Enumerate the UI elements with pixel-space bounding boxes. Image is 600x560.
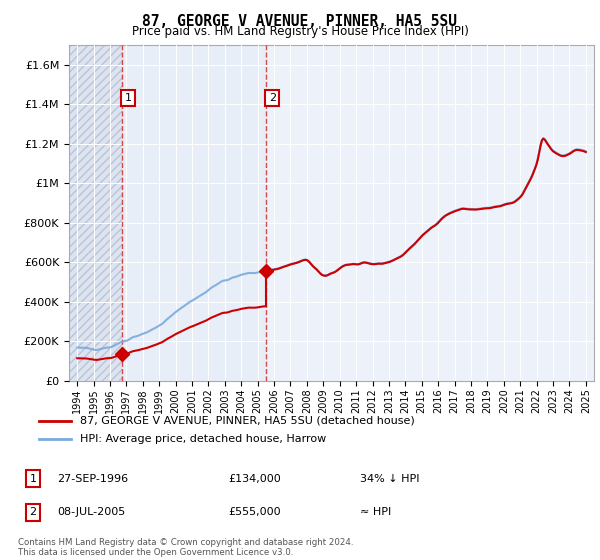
Text: Contains HM Land Registry data © Crown copyright and database right 2024.
This d: Contains HM Land Registry data © Crown c… — [18, 538, 353, 557]
Text: Price paid vs. HM Land Registry's House Price Index (HPI): Price paid vs. HM Land Registry's House … — [131, 25, 469, 38]
Text: 2: 2 — [29, 507, 37, 517]
Text: £555,000: £555,000 — [228, 507, 281, 517]
Bar — [122, 45, 266, 381]
Text: HPI: Average price, detached house, Harrow: HPI: Average price, detached house, Harr… — [79, 434, 326, 444]
Text: 1: 1 — [29, 474, 37, 484]
Text: 87, GEORGE V AVENUE, PINNER, HA5 5SU (detached house): 87, GEORGE V AVENUE, PINNER, HA5 5SU (de… — [79, 416, 414, 426]
Text: 87, GEORGE V AVENUE, PINNER, HA5 5SU: 87, GEORGE V AVENUE, PINNER, HA5 5SU — [143, 14, 458, 29]
Text: 34% ↓ HPI: 34% ↓ HPI — [360, 474, 419, 484]
Text: 27-SEP-1996: 27-SEP-1996 — [57, 474, 128, 484]
Text: ≈ HPI: ≈ HPI — [360, 507, 391, 517]
Bar — [69, 45, 122, 381]
Text: 1: 1 — [125, 93, 131, 103]
Text: £134,000: £134,000 — [228, 474, 281, 484]
Text: 2: 2 — [269, 93, 276, 103]
Text: 08-JUL-2005: 08-JUL-2005 — [57, 507, 125, 517]
